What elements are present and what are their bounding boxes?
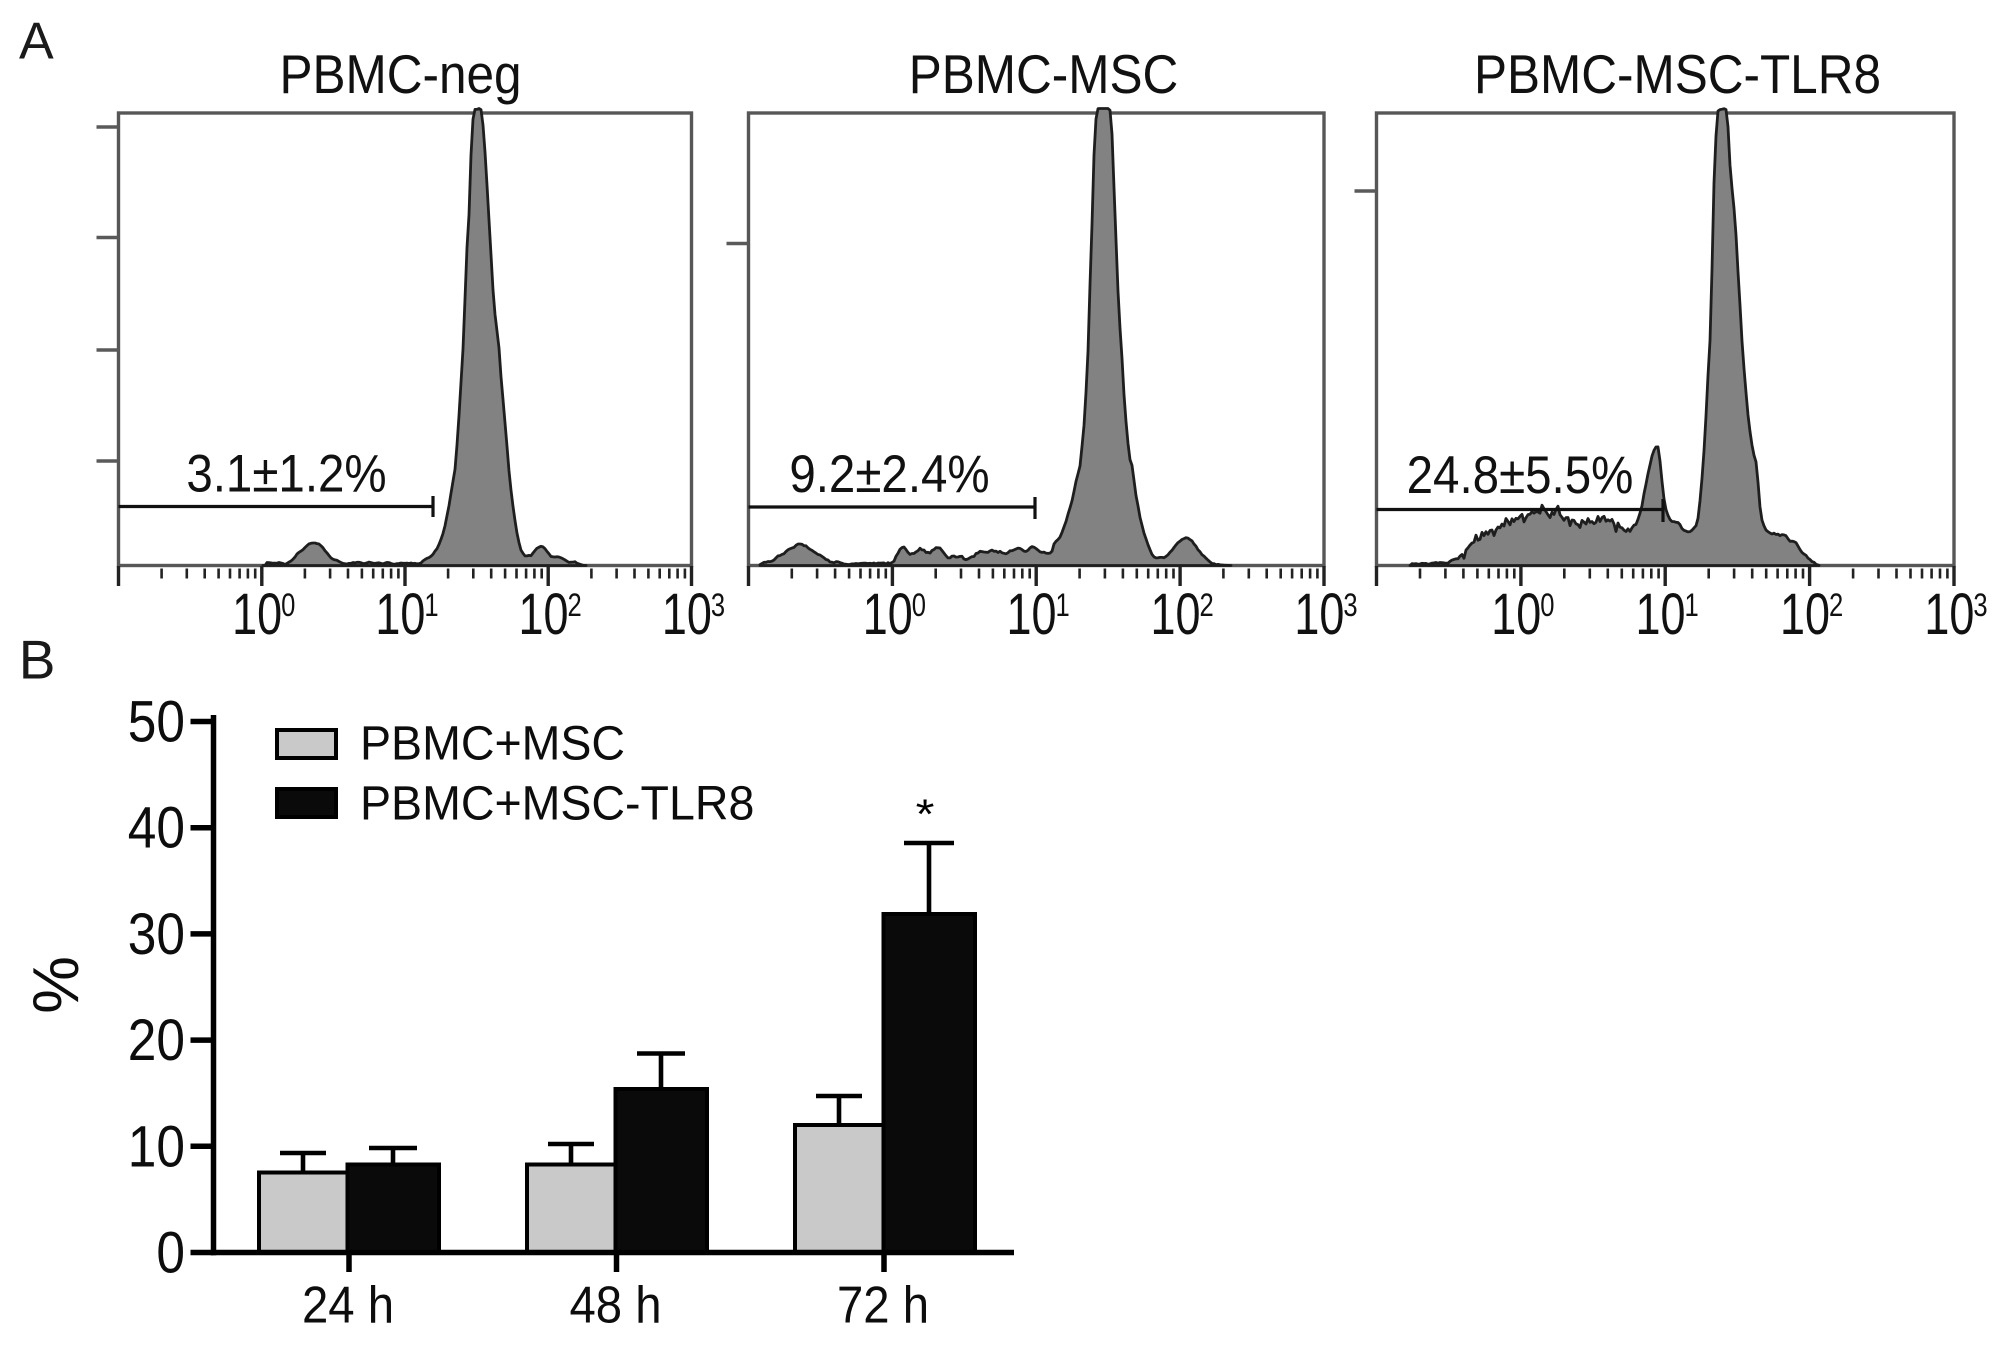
svg-text:A: A: [19, 13, 54, 71]
svg-text:10: 10: [1636, 581, 1686, 646]
svg-text:10: 10: [1150, 581, 1200, 646]
svg-text:PBMC+MSC: PBMC+MSC: [360, 717, 625, 771]
svg-text:24.8±5.5%: 24.8±5.5%: [1407, 446, 1634, 505]
svg-text:%: %: [19, 956, 92, 1014]
svg-text:PBMC-MSC-TLR8: PBMC-MSC-TLR8: [1474, 45, 1881, 106]
svg-text:10: 10: [1294, 581, 1344, 646]
svg-text:10: 10: [519, 581, 569, 646]
svg-text:3: 3: [711, 588, 725, 623]
svg-text:1: 1: [424, 588, 438, 623]
svg-text:10: 10: [1924, 581, 1974, 646]
svg-text:1: 1: [1056, 588, 1070, 623]
svg-text:2: 2: [1829, 588, 1843, 623]
svg-text:10: 10: [128, 1113, 185, 1179]
svg-text:0: 0: [1540, 588, 1554, 623]
svg-text:24 h: 24 h: [302, 1275, 394, 1334]
svg-text:10: 10: [1007, 581, 1057, 646]
svg-text:PBMC-neg: PBMC-neg: [279, 45, 521, 106]
svg-text:B: B: [19, 629, 56, 691]
svg-text:10: 10: [863, 581, 913, 646]
svg-text:3: 3: [1343, 588, 1357, 623]
svg-text:PBMC-MSC: PBMC-MSC: [909, 45, 1178, 106]
svg-text:3: 3: [1973, 588, 1987, 623]
svg-text:0: 0: [156, 1219, 185, 1285]
svg-text:9.2±2.4%: 9.2±2.4%: [789, 445, 989, 504]
svg-text:0: 0: [912, 588, 926, 623]
svg-text:48 h: 48 h: [569, 1275, 661, 1334]
svg-text:50: 50: [128, 688, 185, 754]
svg-text:30: 30: [128, 901, 185, 967]
svg-text:2: 2: [1199, 588, 1213, 623]
svg-text:20: 20: [128, 1007, 185, 1073]
svg-text:3.1±1.2%: 3.1±1.2%: [186, 444, 386, 503]
svg-text:10: 10: [375, 581, 425, 646]
svg-text:10: 10: [232, 581, 282, 646]
svg-text:PBMC+MSC-TLR8: PBMC+MSC-TLR8: [360, 777, 754, 831]
svg-text:1: 1: [1685, 588, 1699, 623]
svg-text:*: *: [916, 790, 935, 837]
svg-text:10: 10: [1491, 581, 1541, 646]
svg-text:40: 40: [128, 795, 185, 861]
svg-text:10: 10: [662, 581, 712, 646]
svg-text:72 h: 72 h: [837, 1275, 929, 1334]
svg-text:10: 10: [1780, 581, 1830, 646]
svg-text:0: 0: [281, 588, 295, 623]
svg-text:2: 2: [568, 588, 582, 623]
